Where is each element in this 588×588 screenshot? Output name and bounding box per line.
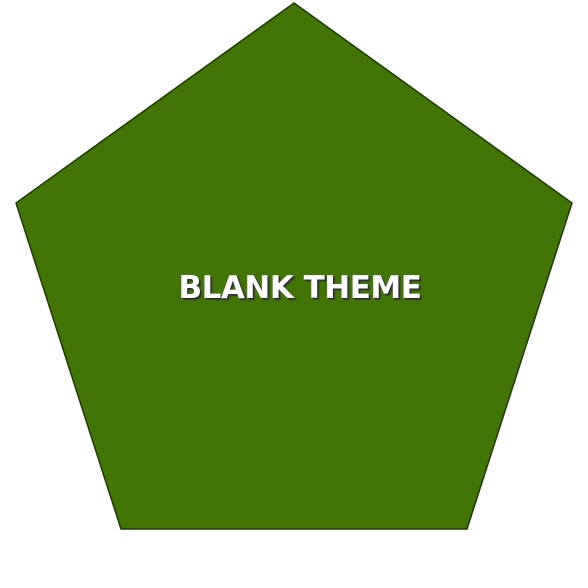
theme-label: BLANK THEME xyxy=(178,270,422,306)
pentagon-polygon[interactable] xyxy=(15,2,573,530)
